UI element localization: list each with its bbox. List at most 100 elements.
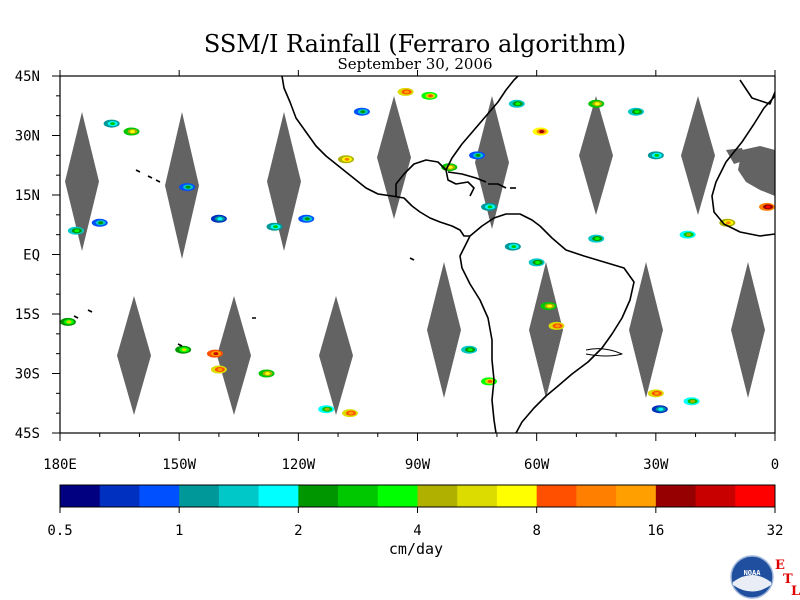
rain-cell-core bbox=[487, 205, 493, 209]
rain-cell-38 bbox=[647, 389, 664, 398]
rain-cell-8 bbox=[298, 214, 315, 223]
rain-cell-core bbox=[324, 407, 330, 411]
swath-gap-13 bbox=[629, 262, 663, 398]
coastline-west-africa bbox=[711, 95, 775, 237]
rain-cell-core bbox=[634, 110, 640, 114]
rain-cell-core bbox=[74, 229, 80, 233]
rain-cell-18 bbox=[588, 99, 605, 108]
rain-cell-core bbox=[535, 260, 541, 264]
y-tick-label: 15S bbox=[15, 307, 40, 323]
x-tick-label: 150W bbox=[162, 457, 196, 473]
rain-cell-23 bbox=[679, 230, 696, 239]
rain-cell-core bbox=[765, 205, 771, 209]
colorbar-swatch bbox=[258, 485, 299, 507]
colorbar-swatch bbox=[496, 485, 538, 507]
x-tick-label: 30W bbox=[643, 457, 669, 473]
coastline-cuba bbox=[447, 171, 487, 183]
x-tick-label: 0 bbox=[771, 457, 779, 473]
rain-cell-15 bbox=[481, 202, 497, 211]
rain-cell-40 bbox=[683, 397, 700, 406]
colorbar-swatch bbox=[60, 485, 101, 507]
colorbar-swatch bbox=[99, 485, 140, 507]
rain-cell-4 bbox=[91, 218, 108, 227]
swath-gap-11 bbox=[427, 262, 461, 398]
colorbar: 0.5 1 2 4 8 16 32 bbox=[47, 484, 784, 539]
colorbar-swatch bbox=[616, 485, 657, 507]
rain-cell-35 bbox=[461, 345, 478, 354]
rain-cell-core bbox=[547, 304, 553, 308]
colorbar-tick-label: 16 bbox=[647, 523, 664, 539]
y-tick-label: 30S bbox=[15, 367, 40, 383]
rain-cell-19 bbox=[627, 107, 644, 116]
rain-cell-25 bbox=[528, 258, 545, 267]
colorbar-swatch bbox=[655, 485, 697, 507]
rain-cell-core bbox=[185, 185, 191, 189]
rain-cell-5 bbox=[179, 183, 196, 192]
coastline-greenland bbox=[739, 79, 775, 105]
colorbar-tick-label: 8 bbox=[532, 523, 540, 539]
rain-cell-core bbox=[217, 368, 223, 372]
colorbar-swatch bbox=[695, 485, 736, 507]
rain-cell-29 bbox=[206, 349, 223, 358]
rain-cell-17 bbox=[532, 127, 549, 136]
rain-cell-core bbox=[654, 391, 660, 395]
swath-gap-3 bbox=[267, 112, 301, 251]
rain-cell-22 bbox=[719, 218, 736, 227]
etl-letter-l: L bbox=[791, 584, 800, 599]
coastline-hawaii bbox=[135, 169, 161, 183]
y-tick-label: 45S bbox=[15, 426, 40, 442]
rain-cell-36 bbox=[548, 321, 565, 330]
rain-cell-core bbox=[686, 233, 692, 237]
swath-gap-9 bbox=[217, 296, 251, 415]
chart-title: SSM/I Rainfall (Ferraro algorithm) bbox=[203, 30, 627, 58]
land-patch-africa-west bbox=[726, 148, 746, 164]
x-tick-label: 60W bbox=[524, 457, 550, 473]
swath-gap-14 bbox=[731, 262, 765, 398]
rain-cell-core bbox=[130, 130, 135, 134]
rain-cell-core bbox=[217, 217, 223, 221]
rain-cell-core bbox=[404, 90, 410, 94]
rain-cell-6 bbox=[210, 214, 227, 223]
swath-gap-10 bbox=[319, 296, 353, 415]
y-tick-label: 15N bbox=[15, 188, 40, 204]
rain-cell-core bbox=[487, 379, 493, 383]
x-tick-label: 180E bbox=[43, 457, 77, 473]
colorbar-swatch bbox=[218, 485, 260, 507]
rain-cell-core bbox=[658, 407, 664, 411]
rain-cell-core bbox=[273, 225, 278, 229]
coastlines bbox=[73, 76, 775, 433]
rain-cell-core bbox=[515, 102, 521, 106]
rain-cell-core bbox=[511, 245, 517, 249]
rain-cell-core bbox=[344, 157, 350, 161]
rain-cell-core bbox=[594, 102, 600, 106]
colorbar-swatch bbox=[298, 485, 339, 507]
rain-cell-2 bbox=[123, 127, 140, 136]
noaa-logo: NOAA bbox=[730, 555, 774, 599]
rain-cell-core bbox=[98, 221, 104, 225]
rain-cell-24 bbox=[588, 234, 605, 243]
y-axis: 45N 30N 15N EQ 15S 30S 45S bbox=[15, 69, 60, 442]
rain-cell-26 bbox=[504, 242, 521, 251]
swath-gap-4 bbox=[377, 96, 411, 219]
rain-cell-10 bbox=[353, 107, 370, 116]
rain-cell-core bbox=[539, 130, 545, 134]
rain-cell-core bbox=[265, 372, 271, 375]
colorbar-swatch bbox=[576, 485, 617, 507]
no-data-swath-gaps bbox=[65, 96, 765, 415]
land-patch-africa bbox=[738, 146, 775, 196]
etl-letter-e: E bbox=[775, 558, 785, 573]
rain-cells bbox=[60, 87, 775, 418]
noaa-logo-text: NOAA bbox=[744, 569, 762, 577]
rain-cell-core bbox=[594, 237, 600, 241]
rain-cell-core bbox=[475, 153, 481, 157]
rain-cell-core bbox=[427, 94, 433, 98]
coastline-gulf-of-mexico bbox=[395, 159, 475, 197]
rain-cell-core bbox=[690, 399, 696, 403]
rain-cell-14 bbox=[469, 151, 486, 160]
rain-cell-core bbox=[348, 411, 354, 415]
rain-cell-32 bbox=[318, 405, 335, 414]
rain-cell-33 bbox=[341, 409, 358, 418]
map-plot-area bbox=[60, 76, 775, 433]
colorbar-tick-label: 4 bbox=[413, 523, 421, 539]
colorbar-tick-label: 32 bbox=[767, 523, 784, 539]
